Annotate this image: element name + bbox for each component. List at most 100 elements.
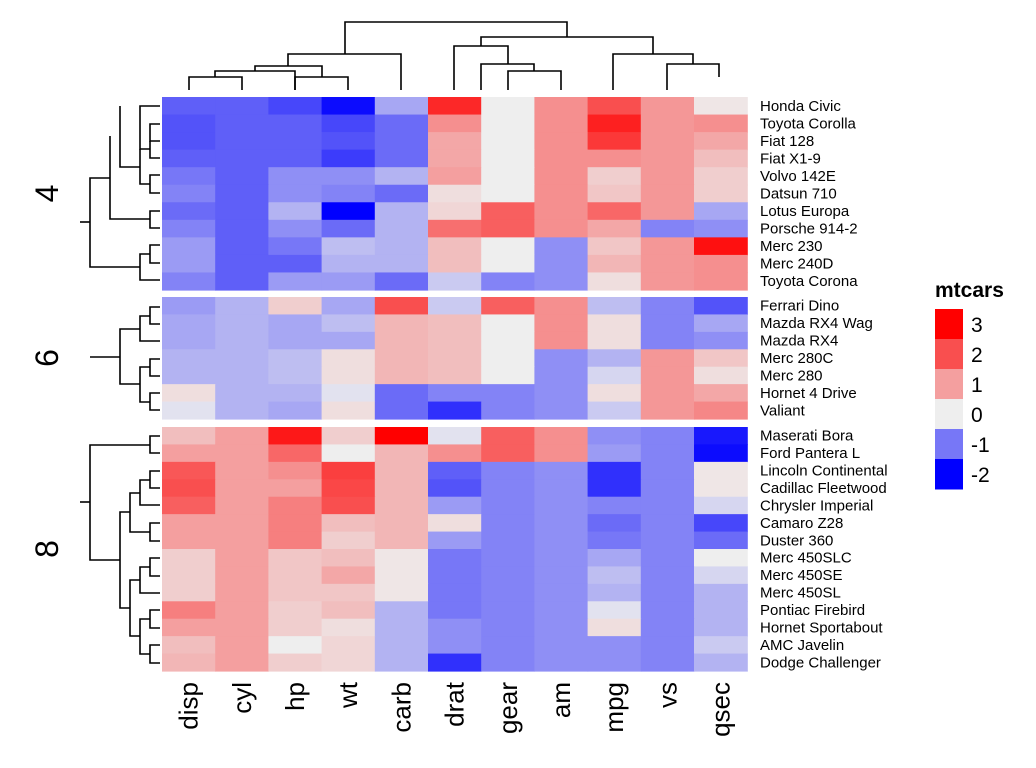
heatmap-cell xyxy=(268,479,323,498)
heatmap-cell xyxy=(321,132,376,151)
heatmap-cell xyxy=(215,384,269,403)
heatmap-cell xyxy=(215,202,269,221)
row-label: Volvo 142E xyxy=(760,168,836,185)
heatmap-cell xyxy=(374,202,429,221)
heatmap-cell xyxy=(640,601,695,620)
heatmap-cell xyxy=(534,549,589,568)
row-label: Merc 240D xyxy=(760,256,834,273)
row-label: Mazda RX4 xyxy=(760,333,838,350)
heatmap-cell xyxy=(694,331,748,350)
heatmap-cell xyxy=(374,653,429,672)
heatmap-cell xyxy=(640,427,695,446)
heatmap-cell xyxy=(694,254,748,274)
heatmap-cell xyxy=(162,366,216,385)
legend-tick-label: 2 xyxy=(971,344,983,367)
heatmap-cell xyxy=(374,114,429,133)
heatmap-cell xyxy=(162,219,216,238)
heatmap-cell xyxy=(694,531,748,550)
heatmap-cell xyxy=(268,149,323,168)
heatmap-cell xyxy=(215,479,269,498)
heatmap-cell xyxy=(215,254,269,274)
split-label: 8 xyxy=(29,540,65,558)
row-label: Merc 280C xyxy=(760,350,834,367)
heatmap-cell xyxy=(215,331,269,350)
heatmap-cell xyxy=(215,132,269,151)
row-label: Ford Pantera L xyxy=(760,445,860,462)
heatmap-cell xyxy=(534,349,589,368)
heatmap-cell xyxy=(587,349,642,368)
heatmap-cell xyxy=(162,583,216,602)
heatmap-cell xyxy=(428,479,482,498)
row-label: Chrysler Imperial xyxy=(760,497,873,514)
legend-swatch xyxy=(935,309,963,340)
heatmap-cell xyxy=(587,297,642,316)
heatmap-cell xyxy=(215,653,269,672)
heatmap-cell xyxy=(321,272,376,291)
heatmap-cell xyxy=(162,97,216,116)
heatmap-cell xyxy=(640,97,695,116)
heatmap-cell xyxy=(162,444,216,463)
heatmap-cell xyxy=(481,184,535,203)
heatmap-cell xyxy=(321,427,376,446)
heatmap-cell xyxy=(374,601,429,620)
heatmap-cell xyxy=(374,314,429,333)
heatmap-cell xyxy=(428,566,482,585)
heatmap-cell xyxy=(481,566,535,585)
heatmap-cell xyxy=(268,601,323,620)
heatmap-cell xyxy=(534,97,589,116)
heatmap-cell xyxy=(215,461,269,480)
heatmap-cell xyxy=(640,583,695,602)
heatmap-cell xyxy=(374,618,429,637)
row-dendrogram xyxy=(80,105,160,664)
heatmap-cell xyxy=(481,401,535,420)
legend-swatch xyxy=(935,369,963,400)
heatmap-cell xyxy=(694,583,748,602)
heatmap-cell xyxy=(481,349,535,368)
heatmap-cell xyxy=(215,149,269,168)
heatmap-cell xyxy=(694,514,748,533)
dendrogram-branch xyxy=(129,579,140,637)
column-label: disp xyxy=(174,682,204,730)
heatmap-cell xyxy=(162,167,216,186)
heatmap-cell xyxy=(587,461,642,480)
heatmap-cell xyxy=(374,531,429,550)
heatmap-cell xyxy=(268,401,323,420)
heatmap-cell xyxy=(587,636,642,655)
row-label: Toyota Corona xyxy=(760,273,858,290)
heatmap-cell xyxy=(162,254,216,274)
dendrogram-branch xyxy=(188,76,243,90)
heatmap-cell xyxy=(640,384,695,403)
heatmap-cell xyxy=(587,514,642,533)
heatmap-cell xyxy=(428,219,482,238)
row-label: Merc 230 xyxy=(760,238,823,255)
heatmap-cell xyxy=(268,314,323,333)
heatmap-cell xyxy=(215,97,269,116)
dendrogram-branch xyxy=(149,244,160,264)
legend-swatch xyxy=(935,339,963,370)
heatmap-cell xyxy=(481,549,535,568)
heatmap-cell xyxy=(694,366,748,385)
legend: mtcars 3 2 1 0 -1 -2 xyxy=(935,279,1004,490)
heatmap-cell xyxy=(534,636,589,655)
heatmap-cell xyxy=(694,219,748,238)
heatmap-cell xyxy=(534,427,589,446)
heatmap-cell xyxy=(162,384,216,403)
heatmap-cell xyxy=(374,583,429,602)
heatmap-cell xyxy=(428,132,482,151)
heatmap-cell xyxy=(587,401,642,420)
heatmap-cell xyxy=(215,401,269,420)
heatmap-cell xyxy=(640,618,695,637)
heatmap-cell xyxy=(694,444,748,463)
heatmap-cell xyxy=(694,618,748,637)
row-label: Dodge Challenger xyxy=(760,654,881,671)
heatmap-cell xyxy=(534,202,589,221)
heatmap-cell xyxy=(215,167,269,186)
heatmap-cell xyxy=(162,601,216,620)
dendrogram-branch xyxy=(149,609,160,629)
heatmap-cell xyxy=(428,202,482,221)
heatmap-cell xyxy=(215,636,269,655)
heatmap-cell xyxy=(481,132,535,151)
heatmap-cell xyxy=(694,272,748,291)
